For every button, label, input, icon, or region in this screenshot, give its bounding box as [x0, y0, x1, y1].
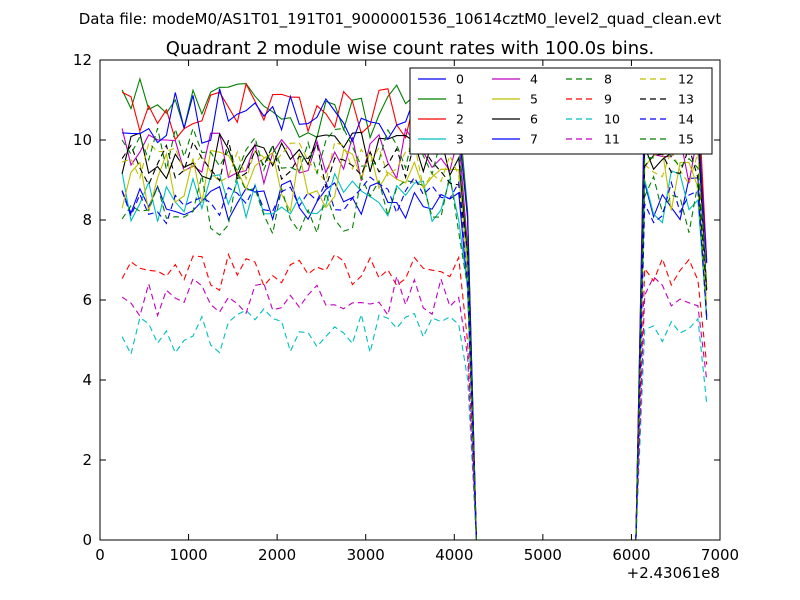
legend-label-12: 12 [678, 72, 694, 87]
legend-entry-12: 12 [640, 72, 694, 87]
legend-label-14: 14 [678, 112, 694, 127]
legend-entry-15: 15 [640, 132, 694, 147]
legend-entry-7: 7 [492, 132, 538, 147]
y-tick-label: 12 [73, 51, 92, 69]
y-tick-label: 6 [82, 291, 92, 309]
legend-label-8: 8 [604, 72, 612, 87]
y-tick-label: 10 [73, 131, 92, 149]
x-tick-label: 2000 [258, 546, 296, 564]
plot-frame [99, 59, 721, 541]
legend-entry-13: 13 [640, 92, 694, 107]
legend-label-7: 7 [530, 132, 538, 147]
legend-entry-2: 2 [418, 112, 464, 127]
x-tick-label: 3000 [347, 546, 385, 564]
chart-suptitle: Data file: modeM0/AS1T01_191T01_90000015… [79, 10, 722, 29]
series-line-9 [121, 252, 708, 541]
legend-label-0: 0 [456, 72, 464, 87]
x-offset-label: +2.43061e8 [627, 564, 720, 582]
legend-entry-4: 4 [492, 72, 538, 87]
x-tick-label: 6000 [612, 546, 650, 564]
legend-label-9: 9 [604, 92, 612, 107]
x-tick-label: 0 [95, 546, 105, 564]
x-tick-label: 7000 [701, 546, 739, 564]
legend-box [409, 67, 713, 155]
legend-entry-9: 9 [566, 92, 612, 107]
legend-entry-1: 1 [418, 92, 464, 107]
legend-label-15: 15 [678, 132, 694, 147]
legend-entry-14: 14 [640, 112, 694, 127]
chart-title: Quadrant 2 module wise count rates with … [166, 38, 655, 59]
x-tick-label: 5000 [524, 546, 562, 564]
legend-entry-8: 8 [566, 72, 612, 87]
y-tick-label: 0 [82, 531, 92, 549]
series-line-12 [121, 141, 708, 541]
legend-entry-11: 11 [566, 132, 620, 147]
legend-label-6: 6 [530, 112, 538, 127]
legend-label-2: 2 [456, 112, 464, 127]
legend-label-5: 5 [530, 92, 538, 107]
legend-entry-3: 3 [418, 132, 464, 147]
legend-label-4: 4 [530, 72, 538, 87]
x-tick-label: 1000 [169, 546, 207, 564]
legend-entry-10: 10 [566, 112, 620, 127]
series-line-15 [121, 126, 708, 541]
legend-entry-5: 5 [492, 92, 538, 107]
legend-label-13: 13 [678, 92, 694, 107]
y-tick-label: 2 [82, 451, 92, 469]
legend-label-10: 10 [604, 112, 620, 127]
legend-entry-6: 6 [492, 112, 538, 127]
legend-label-3: 3 [456, 132, 464, 147]
legend-entry-0: 0 [418, 72, 464, 87]
legend-label-11: 11 [604, 132, 620, 147]
y-tick-label: 4 [82, 371, 92, 389]
y-tick-label: 8 [82, 211, 92, 229]
legend-label-1: 1 [456, 92, 464, 107]
x-tick-label: 4000 [435, 546, 473, 564]
